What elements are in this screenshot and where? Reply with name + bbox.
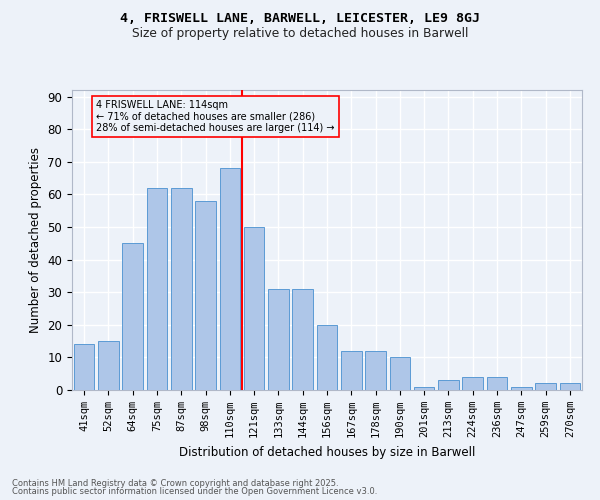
Bar — [146, 188, 167, 390]
Bar — [389, 358, 410, 390]
Bar — [220, 168, 240, 390]
Bar — [414, 386, 434, 390]
Text: Contains HM Land Registry data © Crown copyright and database right 2025.: Contains HM Land Registry data © Crown c… — [12, 478, 338, 488]
Bar — [74, 344, 94, 390]
Bar — [292, 289, 313, 390]
Bar — [535, 384, 556, 390]
Text: Size of property relative to detached houses in Barwell: Size of property relative to detached ho… — [132, 28, 468, 40]
Bar — [171, 188, 191, 390]
Bar — [463, 377, 483, 390]
Y-axis label: Number of detached properties: Number of detached properties — [29, 147, 42, 333]
Bar — [317, 325, 337, 390]
Text: Contains public sector information licensed under the Open Government Licence v3: Contains public sector information licen… — [12, 487, 377, 496]
Bar — [341, 351, 362, 390]
Bar — [244, 227, 265, 390]
Bar — [438, 380, 459, 390]
Bar — [365, 351, 386, 390]
Bar — [98, 341, 119, 390]
Bar — [560, 384, 580, 390]
X-axis label: Distribution of detached houses by size in Barwell: Distribution of detached houses by size … — [179, 446, 475, 458]
Bar — [268, 289, 289, 390]
Bar — [195, 201, 216, 390]
Bar — [487, 377, 508, 390]
Bar — [511, 386, 532, 390]
Bar — [122, 244, 143, 390]
Text: 4, FRISWELL LANE, BARWELL, LEICESTER, LE9 8GJ: 4, FRISWELL LANE, BARWELL, LEICESTER, LE… — [120, 12, 480, 26]
Text: 4 FRISWELL LANE: 114sqm
← 71% of detached houses are smaller (286)
28% of semi-d: 4 FRISWELL LANE: 114sqm ← 71% of detache… — [96, 100, 335, 133]
